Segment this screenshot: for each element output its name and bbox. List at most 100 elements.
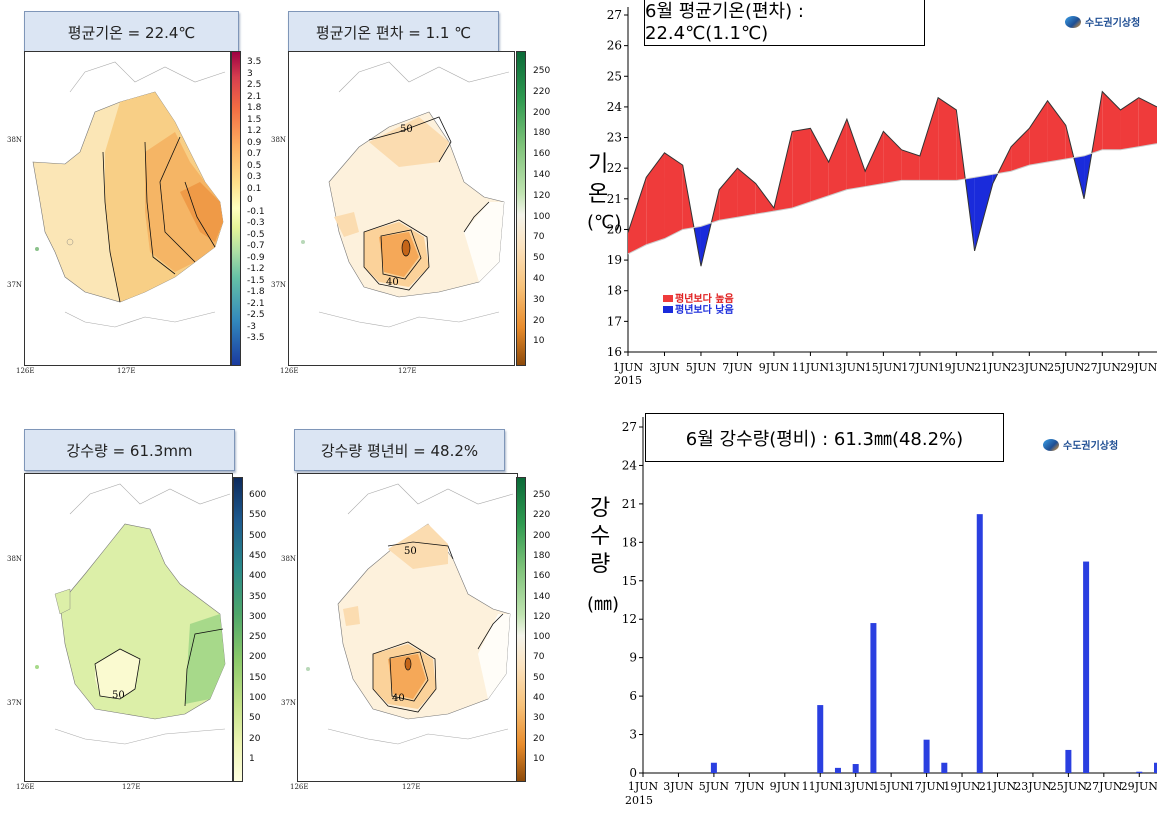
lon-label: 126E [16, 367, 35, 375]
y-tick-label: 21 [607, 192, 622, 206]
fill-segment [628, 177, 647, 254]
bar [852, 764, 859, 773]
x-tick-label: 9JUN [759, 361, 790, 374]
legend-swatch [663, 295, 673, 302]
y-axis-unit: (℃) [587, 212, 622, 233]
legend: 평년보다 높음 평년보다 낮음 [663, 294, 734, 316]
fill-segment [646, 152, 665, 245]
fill-segment [846, 119, 866, 190]
colorbar-precip [233, 477, 243, 782]
fill-segment [883, 131, 902, 184]
lon-label: 127E [122, 783, 141, 791]
x-tick-label: 27JUN [1084, 361, 1122, 374]
x-tick-label: 21JUN [979, 780, 1017, 793]
chart-title: 6월 강수량(평비) : 61.3㎜(48.2%) [645, 413, 1004, 462]
lon-label: 126E [16, 783, 35, 791]
y-tick-label: 9 [629, 651, 637, 665]
y-tick-label: 0 [629, 766, 637, 780]
bar [976, 514, 983, 773]
lat-label: 37N [7, 699, 23, 707]
legend-label: 평년보다 낮음 [675, 305, 734, 316]
lon-label: 127E [398, 367, 417, 375]
fill-segment [901, 149, 920, 181]
legend-item-above: 평년보다 높음 [663, 294, 734, 305]
lon-label: 126E [280, 367, 299, 375]
contour-label: 50 [112, 690, 125, 701]
map-frame [24, 51, 231, 366]
x-tick-label: 21JUN [974, 361, 1012, 374]
temp-chart: 16 17 18 19 20 21 22 23 24 25 26 27 1JUN 3JUN 5JUN 7JUN… [607, 7, 1157, 387]
y-axis-title-line: 강 [590, 496, 611, 521]
fill-segment [792, 128, 811, 209]
bar [1136, 771, 1143, 773]
contour-label: 40 [392, 693, 405, 704]
y-tick-label: 18 [607, 284, 622, 298]
y-axis-title-line: 량 [590, 552, 611, 577]
fill-segment [974, 174, 993, 251]
lon-label: 127E [117, 367, 136, 375]
y-tick-label: 20 [607, 222, 622, 236]
y-tick-label: 12 [622, 612, 637, 626]
x-tick-label: 1JUN [628, 780, 659, 793]
lon-label: 127E [402, 783, 421, 791]
logo-icon [1043, 438, 1059, 451]
colorbar-precip-ratio [516, 477, 526, 782]
y-tick-label: 21 [622, 497, 637, 511]
logo-text: 수도권기상청 [1063, 441, 1119, 452]
y-tick-label: 27 [622, 420, 637, 434]
x-tick-label: 29JUN [1121, 780, 1157, 793]
x-tick-label: 25JUN [1047, 361, 1085, 374]
y-tick-label: 24 [622, 458, 638, 472]
map-temp-avg [32, 61, 226, 328]
colorbar-temp-dev [516, 51, 526, 366]
fill-segment [1138, 97, 1157, 147]
x-tick-label: 15JUN [872, 780, 910, 793]
x-tick-label: 17JUN [901, 361, 939, 374]
fill-segment [1047, 100, 1066, 163]
lat-label: 38N [281, 555, 297, 563]
bar [1083, 561, 1090, 773]
y-tick-label: 26 [607, 39, 622, 53]
map-frame: 50 [24, 473, 233, 782]
contour-label: 50 [400, 124, 413, 135]
y-axis-title-line: 기 [588, 152, 609, 177]
chart-title: 6월 평균기온(편차) : 22.4℃(1.1℃) [644, 0, 925, 46]
logo: 수도권기상청 [1065, 14, 1140, 29]
y-axis-title-line: 온 [588, 182, 609, 207]
y-tick-label: 15 [622, 574, 637, 588]
y-tick-label: 3 [629, 728, 637, 742]
map-precip-ratio: 50 40 [306, 483, 514, 745]
y-tick-label: 19 [607, 253, 622, 267]
x-tick-label: 13JUN [837, 780, 875, 793]
map-title: 평균기온 편차 = 1.1 ℃ [288, 11, 499, 53]
x-tick-label: 29JUN [1120, 361, 1157, 374]
y-axis-title-line: 수 [590, 524, 611, 549]
bar [923, 739, 930, 773]
x-tick-label: 19JUN [943, 780, 981, 793]
y-tick-label: 18 [622, 535, 637, 549]
y-tick-label: 24 [607, 100, 623, 114]
fill-segment [1029, 100, 1048, 166]
y-axis-title: 기 온 [588, 150, 608, 210]
colorbar-temp-avg [231, 51, 241, 366]
fill-segment [737, 168, 756, 218]
precip-chart: 0 3 6 9 12 15 18 21 24 27 1JUN 3JUN 5JUN 7JUN 9JUN 11JU… [622, 417, 1157, 807]
lat-label: 38N [7, 555, 23, 563]
map-temp-dev: 50 40 [301, 61, 510, 328]
fill-segment [865, 131, 884, 187]
lat-label: 38N [271, 136, 287, 144]
y-tick-label: 27 [607, 8, 622, 22]
logo: 수도권기상청 [1043, 437, 1118, 452]
x-tick-label: 27JUN [1085, 780, 1123, 793]
bar [1154, 762, 1157, 773]
map-title: 평균기온 = 22.4℃ [24, 11, 239, 53]
lat-label: 38N [7, 136, 23, 144]
x-tick-label: 11JUN [792, 361, 830, 374]
fill-segment [828, 119, 847, 196]
map-frame: 50 40 [297, 473, 518, 782]
contour-label: 50 [404, 546, 417, 557]
fill-segment [755, 183, 774, 215]
x-tick-label: 13JUN [828, 361, 866, 374]
fill-segment [810, 128, 829, 202]
y-axis-title: 강 수 량 [590, 495, 610, 579]
